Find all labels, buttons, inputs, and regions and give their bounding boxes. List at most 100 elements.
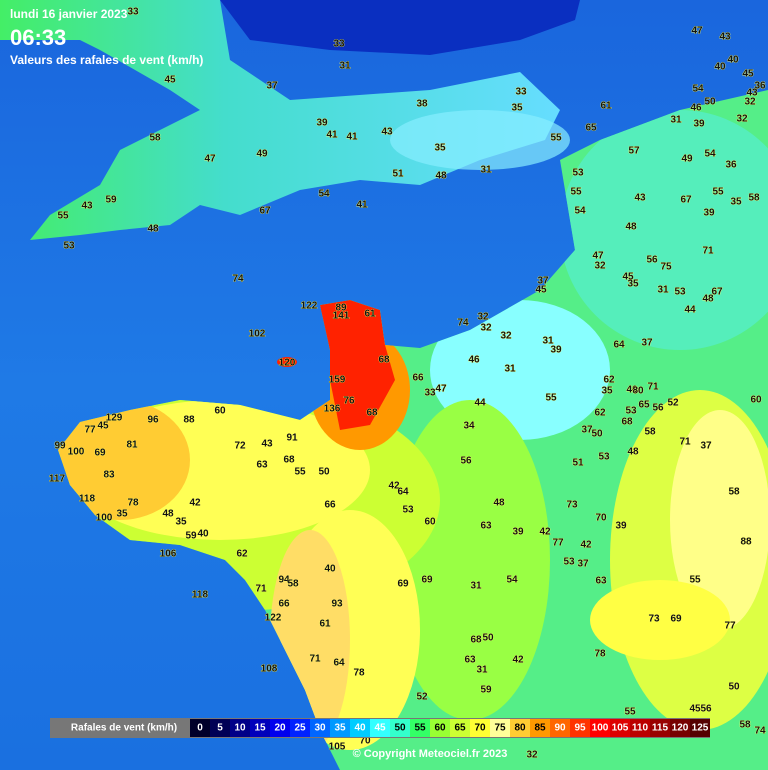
station-value: 68 xyxy=(283,455,295,466)
station-value: 93 xyxy=(331,599,343,610)
station-value: 67 xyxy=(680,195,692,206)
station-value: 63 xyxy=(595,576,607,587)
station-value: 59 xyxy=(105,195,117,206)
station-value: 34 xyxy=(463,421,475,432)
station-value: 41 xyxy=(326,130,338,141)
station-value: 37 xyxy=(700,441,712,452)
legend-value: 85 xyxy=(534,723,546,734)
legend-swatch xyxy=(250,719,270,737)
station-value: 74 xyxy=(754,726,766,737)
legend-swatch xyxy=(530,719,550,737)
station-value: 37 xyxy=(537,276,549,287)
station-value: 36 xyxy=(725,160,737,171)
station-value: 49 xyxy=(681,154,693,165)
station-value: 42 xyxy=(512,655,524,666)
station-value: 44 xyxy=(684,305,696,316)
station-value: 58 xyxy=(287,579,299,590)
station-value: 56 xyxy=(652,403,664,414)
legend-value: 45 xyxy=(374,723,386,734)
legend-swatch xyxy=(510,719,530,737)
legend-swatch xyxy=(630,719,650,737)
station-value: 68 xyxy=(470,635,482,646)
legend-value: 105 xyxy=(612,723,629,734)
station-value: 58 xyxy=(748,193,760,204)
legend-swatch xyxy=(570,719,590,737)
station-value: 37 xyxy=(581,425,593,436)
station-value: 43 xyxy=(634,193,646,204)
station-value: 54 xyxy=(506,575,518,586)
station-value: 44 xyxy=(474,398,486,409)
station-value: 48 xyxy=(627,447,639,458)
station-value: 64 xyxy=(333,658,345,669)
station-value: 59 xyxy=(185,531,197,542)
station-value: 88 xyxy=(740,537,752,548)
legend-value: 125 xyxy=(692,723,709,734)
legend-swatch xyxy=(390,719,410,737)
station-value: 42 xyxy=(388,481,400,492)
zone xyxy=(320,300,395,430)
station-value: 69 xyxy=(397,579,409,590)
station-value: 78 xyxy=(594,649,606,660)
station-value: 58 xyxy=(728,487,740,498)
station-value: 60 xyxy=(214,406,226,417)
legend-value: 20 xyxy=(274,723,286,734)
station-value: 60 xyxy=(750,395,762,406)
station-value: 35 xyxy=(175,517,187,528)
station-value: 40 xyxy=(714,62,726,73)
station-value: 55 xyxy=(545,393,557,404)
station-value: 65 xyxy=(585,123,597,134)
station-value: 37 xyxy=(577,559,589,570)
station-value: 47 xyxy=(204,154,216,165)
station-value: 39 xyxy=(615,521,627,532)
legend-swatch xyxy=(450,719,470,737)
station-value: 45 xyxy=(97,421,109,432)
station-value: 47 xyxy=(691,26,703,37)
legend-value: 80 xyxy=(514,723,526,734)
station-value: 40 xyxy=(324,564,336,575)
station-value: 55 xyxy=(57,211,69,222)
station-value: 129 xyxy=(106,413,123,424)
station-value: 33 xyxy=(424,388,436,399)
station-value: 77 xyxy=(724,621,736,632)
station-value: 55 xyxy=(550,133,562,144)
station-value: 70 xyxy=(595,513,607,524)
legend-value: 0 xyxy=(197,723,203,734)
station-value: 43 xyxy=(81,201,93,212)
station-value: 52 xyxy=(667,398,679,409)
station-value: 35 xyxy=(627,279,639,290)
station-value: 58 xyxy=(644,427,656,438)
station-value: 58 xyxy=(739,720,751,731)
legend-swatch xyxy=(310,719,330,737)
station-value: 68 xyxy=(378,355,390,366)
zone xyxy=(670,410,768,630)
station-value: 35 xyxy=(116,509,128,520)
legend-value: 95 xyxy=(574,723,586,734)
station-value: 53 xyxy=(674,287,686,298)
legend-value: 25 xyxy=(294,723,306,734)
station-value: 76 xyxy=(343,396,355,407)
station-value: 118 xyxy=(79,494,96,505)
station-value: 81 xyxy=(126,440,138,451)
station-value: 56 xyxy=(646,255,658,266)
station-value: 39 xyxy=(693,119,705,130)
station-value: 50 xyxy=(482,633,494,644)
legend-swatch xyxy=(550,719,570,737)
legend-value: 10 xyxy=(234,723,246,734)
station-value: 43 xyxy=(719,32,731,43)
station-value: 31 xyxy=(542,336,554,347)
station-value: 48 xyxy=(435,171,447,182)
legend-swatch xyxy=(210,719,230,737)
station-value: 31 xyxy=(480,165,492,176)
station-value: 48 xyxy=(493,498,505,509)
subtitle: Valeurs des rafales de vent (km/h) xyxy=(10,53,203,67)
station-value: 74 xyxy=(232,274,244,285)
station-value: 43 xyxy=(261,439,273,450)
station-value: 35 xyxy=(434,143,446,154)
station-value: 89 xyxy=(335,303,347,314)
station-value: 72 xyxy=(234,441,246,452)
station-value: 122 xyxy=(265,613,282,624)
station-value: 91 xyxy=(286,433,298,444)
station-value: 35 xyxy=(730,197,742,208)
